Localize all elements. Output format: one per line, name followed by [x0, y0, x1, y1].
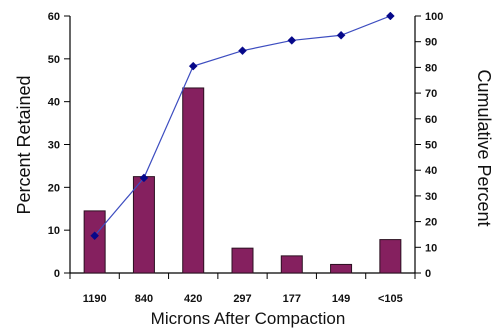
right-y-tick-label-0: 0 [425, 268, 431, 280]
y-axis-title-left: Percent Retained [14, 75, 34, 214]
right-y-tick-label-100: 100 [425, 11, 443, 23]
x-tick-label-5: 149 [332, 293, 350, 305]
right-y-tick-label-20: 20 [425, 217, 437, 229]
right-y-tick-label-40: 40 [425, 165, 437, 177]
bar-420 [182, 87, 205, 274]
cumulative-point-420 [188, 61, 198, 71]
bar-840 [132, 176, 155, 274]
x-tick-label-3: 297 [233, 293, 251, 305]
right-y-tick-label-90: 90 [425, 37, 437, 49]
cumulative-point-297 [238, 46, 247, 56]
left-y-tick-label-30: 30 [48, 140, 60, 152]
y-axis-title-right: Cumulative Percent [474, 69, 493, 226]
x-tick-label-2: 420 [184, 293, 202, 305]
cumulative-line-layer [90, 11, 395, 241]
cumulative-point-840 [139, 173, 149, 183]
right-y-tick-label-60: 60 [425, 114, 437, 126]
left-y-tick-label-50: 50 [48, 54, 60, 66]
bar-297 [231, 247, 254, 274]
x-tick-label-6: <105 [378, 293, 403, 305]
left-y-tick-label-60: 60 [48, 11, 60, 23]
left-y-tick-label-40: 40 [48, 97, 60, 109]
axes-layer [64, 15, 421, 279]
bar-177 [280, 255, 303, 274]
cumulative-point-1190 [90, 231, 99, 241]
x-tick-label-0: 1190 [83, 293, 107, 305]
x-tick-label-4: 177 [283, 293, 301, 305]
bar-1190 [83, 210, 106, 274]
cumulative-point-149 [336, 30, 346, 40]
bar-<105 [379, 239, 402, 274]
right-y-tick-label-80: 80 [425, 62, 437, 74]
tick-labels-layer: 0 10 20 30 40 50 60 0 10 20 30 40 50 60 70 80 90 100 1190 8… [48, 11, 444, 305]
right-y-tick-label-10: 10 [425, 242, 437, 254]
left-y-tick-label-0: 0 [54, 268, 60, 280]
right-y-tick-label-30: 30 [425, 191, 437, 203]
x-tick-label-1: 840 [135, 293, 153, 305]
left-y-tick-label-10: 10 [48, 225, 60, 237]
left-y-tick-label-20: 20 [48, 182, 60, 194]
x-axis-title: Microns After Compaction [151, 309, 346, 328]
cumulative-point-177 [287, 36, 297, 45]
right-y-tick-label-50: 50 [425, 140, 437, 152]
bar-149 [330, 263, 353, 274]
bars-layer [83, 87, 402, 274]
cumulative-point-<105 [386, 11, 395, 21]
right-y-tick-label-70: 70 [425, 88, 437, 100]
